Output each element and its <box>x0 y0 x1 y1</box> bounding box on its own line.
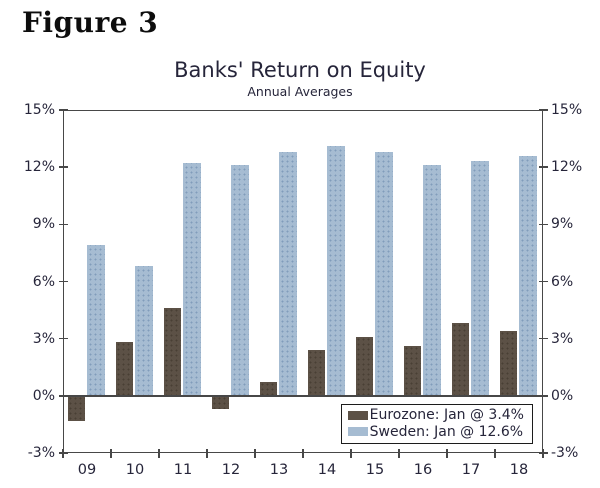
x-label-17: 17 <box>461 462 481 478</box>
bar-sweden-14 <box>327 146 345 396</box>
y-label-left-0: 0% <box>32 387 55 404</box>
bar-sweden-09 <box>87 245 105 396</box>
legend-label-sweden: Sweden: Jan @ 12.6% <box>369 423 524 440</box>
bar-sweden-12 <box>231 165 249 396</box>
y-label-right-15: 15% <box>551 102 583 118</box>
y-tick-right-0 <box>538 395 548 397</box>
y-label-right--3: -3% <box>551 445 579 461</box>
x-tick-4 <box>254 449 256 458</box>
y-tick-left-9 <box>58 223 68 226</box>
bar-eurozone-09 <box>68 395 85 421</box>
plot-area: Eurozone: Jan @ 3.4% Sweden: Jan @ 12.6%… <box>24 102 582 478</box>
legend-swatch-eurozone <box>347 410 368 420</box>
bar-sweden-18 <box>519 155 537 396</box>
bar-sweden-10 <box>135 266 153 396</box>
figure-label: Figure 3 <box>22 6 159 39</box>
x-label-12: 12 <box>221 462 241 478</box>
y-label-right-6: 6% <box>551 273 574 290</box>
y-label-left-3: 3% <box>32 330 55 347</box>
x-label-16: 16 <box>413 462 433 478</box>
bar-eurozone-10 <box>116 342 133 396</box>
y-tick-right-6 <box>538 280 548 283</box>
bar-eurozone-11 <box>164 308 181 396</box>
x-tick-5 <box>302 449 304 458</box>
x-label-13: 13 <box>269 462 289 478</box>
bar-eurozone-17 <box>452 323 469 396</box>
bar-sweden-15 <box>375 151 393 396</box>
x-tick-8 <box>446 449 448 458</box>
y-label-right-0: 0% <box>551 387 574 404</box>
legend-swatch-sweden <box>347 427 368 437</box>
x-tick-1 <box>110 449 112 458</box>
x-tick-2 <box>158 449 160 458</box>
y-label-left-12: 12% <box>23 159 55 176</box>
y-label-right-3: 3% <box>551 330 574 347</box>
bar-eurozone-16 <box>404 346 421 396</box>
x-tick-6 <box>350 449 352 458</box>
x-tick-10 <box>542 449 544 458</box>
bar-eurozone-18 <box>500 331 517 396</box>
bar-eurozone-12 <box>212 395 229 410</box>
chart-title: Banks' Return on Equity <box>174 58 426 82</box>
bar-eurozone-15 <box>356 336 373 396</box>
x-label-18: 18 <box>509 462 529 478</box>
y-tick-left-12 <box>58 166 68 168</box>
y-label-left-15: 15% <box>23 102 55 118</box>
y-tick-right-15 <box>538 109 548 111</box>
y-label-left-6: 6% <box>32 273 55 290</box>
y-label-left--3: -3% <box>27 445 55 461</box>
y-tick-right-3 <box>538 337 548 340</box>
legend-row-eurozone: Eurozone: Jan @ 3.4% <box>347 407 524 424</box>
legend-label-eurozone: Eurozone: Jan @ 3.4% <box>369 407 524 423</box>
x-tick-9 <box>494 449 496 458</box>
legend-row-sweden: Sweden: Jan @ 12.6% <box>347 423 524 441</box>
bar-sweden-11 <box>183 163 201 396</box>
bar-eurozone-13 <box>260 382 277 396</box>
x-label-09: 09 <box>77 462 97 478</box>
bar-sweden-13 <box>279 151 297 396</box>
y-tick-left-15 <box>58 109 68 111</box>
legend: Eurozone: Jan @ 3.4% Sweden: Jan @ 12.6% <box>340 404 533 444</box>
x-label-15: 15 <box>365 462 385 478</box>
x-tick-7 <box>398 449 400 458</box>
bar-eurozone-14 <box>308 350 325 396</box>
x-label-10: 10 <box>125 462 145 478</box>
y-tick-right-12 <box>538 166 548 168</box>
bar-sweden-16 <box>423 165 441 396</box>
chart-subtitle: Annual Averages <box>247 84 353 99</box>
y-label-right-12: 12% <box>551 159 583 176</box>
x-label-11: 11 <box>173 462 193 478</box>
y-label-right-9: 9% <box>551 216 574 233</box>
bar-sweden-17 <box>471 161 489 396</box>
x-label-14: 14 <box>317 462 337 478</box>
zero-axis-line <box>63 395 543 397</box>
y-tick-right-9 <box>538 223 548 226</box>
y-tick-left-6 <box>58 280 68 283</box>
x-tick-0 <box>62 449 64 458</box>
y-tick-left-3 <box>58 337 68 340</box>
y-label-left-9: 9% <box>32 216 55 233</box>
x-tick-3 <box>206 449 208 458</box>
